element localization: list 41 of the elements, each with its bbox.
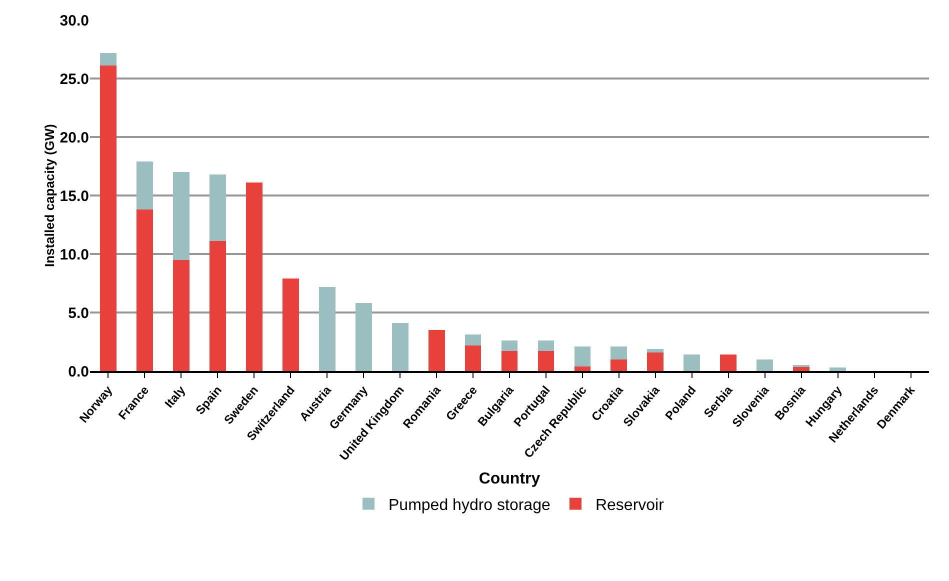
bar — [136, 162, 153, 210]
bar — [501, 340, 518, 352]
bar — [538, 351, 554, 371]
bar — [610, 346, 628, 360]
bar — [100, 66, 116, 371]
bar — [720, 354, 737, 371]
bar — [172, 172, 190, 260]
bar — [100, 52, 116, 66]
bar — [428, 330, 445, 371]
y-tick-label: 30.0 — [60, 12, 89, 30]
bar — [464, 334, 482, 346]
legend-label: Reservoir — [595, 496, 665, 514]
bar — [501, 351, 518, 371]
bar — [830, 367, 846, 371]
bar — [209, 174, 226, 242]
bar — [574, 366, 591, 371]
bar — [355, 303, 372, 371]
bar — [647, 352, 664, 371]
y-tick-label: 15.0 — [60, 188, 89, 205]
bar — [392, 323, 408, 371]
bar — [246, 182, 262, 371]
y-tick-label: 25.0 — [60, 70, 89, 88]
bar — [136, 210, 153, 371]
bar — [209, 241, 226, 371]
bar — [282, 278, 299, 371]
bar — [318, 286, 336, 371]
bar — [647, 348, 664, 352]
y-tick-label: 5.0 — [68, 304, 89, 322]
bar — [610, 359, 628, 371]
bar — [756, 359, 774, 371]
legend-label: Pumped hydro storage — [388, 496, 550, 514]
y-tick-label: 10.0 — [60, 246, 89, 264]
y-tick-label: 0.0 — [68, 363, 89, 380]
bar — [684, 354, 700, 371]
bar — [464, 345, 482, 371]
x-axis-title: Country — [478, 470, 540, 488]
bar — [538, 340, 554, 352]
y-tick-label: 20.0 — [60, 129, 89, 146]
y-axis-title: Installed capacity (GW) — [42, 124, 57, 268]
bar — [172, 260, 190, 371]
bar — [574, 346, 591, 366]
